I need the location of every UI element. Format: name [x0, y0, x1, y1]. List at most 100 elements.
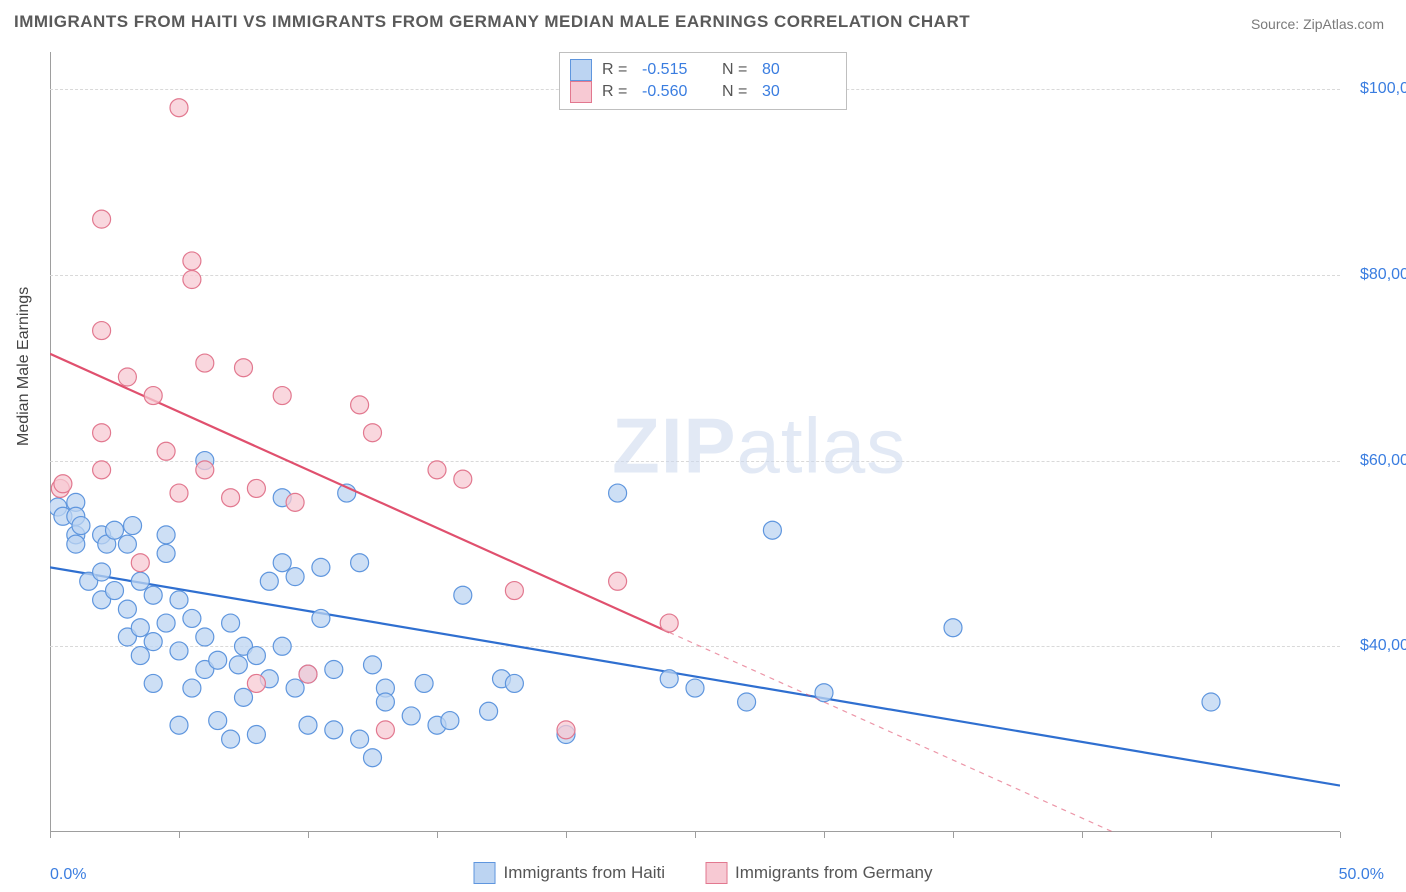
legend-r-label: R = [602, 81, 632, 103]
x-axis-right-label: 50.0% [1339, 866, 1384, 884]
legend-swatch [570, 81, 592, 103]
point-haiti [196, 628, 214, 646]
point-haiti [209, 712, 227, 730]
legend-swatch [570, 59, 592, 81]
point-germany [93, 461, 111, 479]
point-haiti [763, 521, 781, 539]
point-haiti [609, 484, 627, 502]
point-haiti [273, 637, 291, 655]
point-haiti [325, 721, 343, 739]
point-germany [196, 354, 214, 372]
point-germany [505, 582, 523, 600]
point-haiti [415, 674, 433, 692]
legend-stats-row: R =-0.515N =80 [570, 59, 832, 81]
point-haiti [170, 642, 188, 660]
chart-title: IMMIGRANTS FROM HAITI VS IMMIGRANTS FROM… [14, 12, 970, 32]
point-germany [557, 721, 575, 739]
y-tick-label: $60,000 [1342, 452, 1406, 470]
point-haiti [209, 651, 227, 669]
plot-area: $100,000$80,000$60,000$40,000 [50, 52, 1340, 832]
point-germany [660, 614, 678, 632]
point-haiti [312, 609, 330, 627]
point-haiti [351, 730, 369, 748]
legend-series-item: Immigrants from Germany [705, 862, 932, 884]
point-haiti [686, 679, 704, 697]
x-tick [1211, 832, 1212, 838]
point-germany [144, 387, 162, 405]
point-haiti [144, 633, 162, 651]
point-germany [247, 479, 265, 497]
point-germany [93, 322, 111, 340]
point-germany [299, 665, 317, 683]
regression-line-haiti [50, 567, 1340, 785]
source-label: Source: ZipAtlas.com [1251, 16, 1384, 32]
point-haiti [124, 517, 142, 535]
point-haiti [351, 554, 369, 572]
point-haiti [454, 586, 472, 604]
point-haiti [505, 674, 523, 692]
point-haiti [157, 544, 175, 562]
point-haiti [106, 582, 124, 600]
point-germany [235, 359, 253, 377]
point-haiti [286, 568, 304, 586]
point-germany [454, 470, 472, 488]
legend-r-label: R = [602, 59, 632, 81]
x-tick [695, 832, 696, 838]
point-haiti [247, 726, 265, 744]
point-haiti [170, 591, 188, 609]
point-germany [286, 493, 304, 511]
point-haiti [660, 670, 678, 688]
point-haiti [183, 609, 201, 627]
x-tick [308, 832, 309, 838]
point-haiti [480, 702, 498, 720]
point-haiti [144, 674, 162, 692]
point-germany [376, 721, 394, 739]
point-germany [222, 489, 240, 507]
y-tick-label: $40,000 [1342, 637, 1406, 655]
legend-series-label: Immigrants from Germany [735, 863, 932, 883]
point-germany [247, 674, 265, 692]
point-haiti [170, 716, 188, 734]
legend-n-value: 80 [762, 59, 832, 81]
point-haiti [1202, 693, 1220, 711]
x-tick [953, 832, 954, 838]
legend-n-value: 30 [762, 81, 832, 103]
plot-svg [50, 52, 1340, 832]
point-haiti [131, 572, 149, 590]
point-haiti [67, 535, 85, 553]
legend-series-label: Immigrants from Haiti [504, 863, 666, 883]
point-haiti [183, 679, 201, 697]
x-tick [50, 832, 51, 838]
point-haiti [235, 688, 253, 706]
point-haiti [72, 517, 90, 535]
point-haiti [118, 535, 136, 553]
point-germany [609, 572, 627, 590]
x-tick [824, 832, 825, 838]
point-haiti [376, 693, 394, 711]
point-haiti [157, 614, 175, 632]
point-haiti [364, 749, 382, 767]
point-haiti [260, 572, 278, 590]
x-tick [437, 832, 438, 838]
point-germany [364, 424, 382, 442]
x-tick [1340, 832, 1341, 838]
point-haiti [325, 661, 343, 679]
point-haiti [738, 693, 756, 711]
point-haiti [157, 526, 175, 544]
point-germany [183, 271, 201, 289]
legend-swatch [474, 862, 496, 884]
point-haiti [222, 730, 240, 748]
legend-series-item: Immigrants from Haiti [474, 862, 666, 884]
x-tick [179, 832, 180, 838]
legend-n-label: N = [722, 81, 752, 103]
point-germany [428, 461, 446, 479]
y-axis-title: Median Male Earnings [15, 287, 33, 446]
point-germany [93, 424, 111, 442]
point-haiti [273, 554, 291, 572]
legend-stats: R =-0.515N =80R =-0.560N =30 [559, 52, 847, 110]
point-haiti [364, 656, 382, 674]
point-haiti [131, 647, 149, 665]
point-haiti [441, 712, 459, 730]
point-haiti [118, 600, 136, 618]
point-germany [118, 368, 136, 386]
